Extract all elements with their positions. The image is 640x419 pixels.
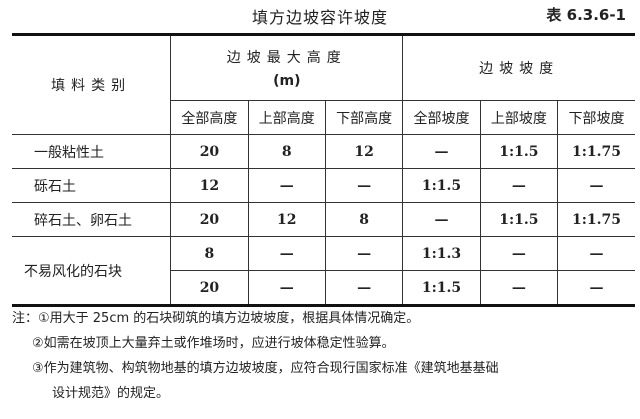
value-cell: —: [247, 236, 326, 271]
fill-slope-table: 填料类别 边坡最大高度 (m) 边坡坡度 全部高度 上部高度 下部高度 全部坡度…: [12, 33, 635, 307]
material-cell: 砾石土: [12, 168, 172, 203]
value-cell: 12: [247, 202, 326, 237]
table-number: 表 6.3.6-1: [546, 6, 626, 24]
value-cell: 8: [247, 134, 326, 169]
value-cell: —: [479, 168, 559, 203]
subheader: 全部高度: [170, 100, 249, 135]
value-cell: 1:1.75: [557, 134, 635, 169]
table-row: 20— —1:1.5— —: [12, 270, 635, 306]
table-row: 不易风化的石块 8— —1:1.3— —: [12, 236, 635, 306]
value-cell: —: [324, 168, 404, 203]
value-cell: 1:1.3: [402, 236, 481, 271]
note-3-cont: 设计规范》的规定。: [52, 386, 170, 401]
subheader: 下部高度: [324, 100, 404, 135]
value-cell: 20: [170, 134, 249, 169]
note-3: ③作为建筑物、构筑物地基的填方边坡坡度，应符合现行国家标准《建筑地基基础: [32, 361, 499, 376]
value-cell: 1:1.5: [402, 168, 481, 203]
value-cell: —: [479, 236, 559, 271]
value-cell: 12: [170, 168, 249, 203]
value-cell: —: [324, 270, 404, 306]
note-2: ②如需在坡顶上大量弃土或作堆场时，应进行坡体稳定性验算。: [32, 336, 395, 351]
table-row: 砾石土 12— —1:1.5— —: [12, 168, 635, 203]
table-title: 填方边坡容许坡度: [251, 8, 388, 27]
value-cell: 12: [324, 134, 404, 169]
value-cell: 8: [324, 202, 404, 237]
value-cell: 20: [170, 270, 249, 306]
table-row: 一般粘性土 20 8 12—1:1.5 1:1.75: [12, 134, 635, 169]
unit-label: (m): [273, 73, 301, 89]
value-cell: 1:1.5: [479, 202, 559, 237]
subheader: 上部坡度: [479, 100, 559, 135]
note-1: 注：①用大于 25cm 的石块砌筑的填方边坡坡度，根据具体情况确定。: [12, 311, 420, 326]
notes: 注：①用大于 25cm 的石块砌筑的填方边坡坡度，根据具体情况确定。 ②如需在坡…: [12, 306, 499, 406]
value-cell: —: [557, 270, 635, 306]
value-cell: —: [557, 168, 635, 203]
table-row: 碎石土、卵石土 20 12 8—1:1.5 1:1.75: [12, 202, 635, 237]
subheader: 全部坡度: [402, 100, 481, 135]
max-height-label: 边坡最大高度: [226, 50, 347, 66]
value-cell: —: [402, 134, 481, 169]
value-cell: —: [402, 202, 481, 237]
header-material: 填料类别: [12, 34, 172, 135]
material-cell: 不易风化的石块: [12, 236, 172, 306]
value-cell: —: [247, 270, 326, 306]
value-cell: 20: [170, 202, 249, 237]
value-cell: 8: [170, 236, 249, 271]
value-cell: 1:1.75: [557, 202, 635, 237]
header-max-height: 边坡最大高度 (m): [170, 34, 404, 101]
material-cell: 碎石土、卵石土: [12, 202, 172, 237]
header-slope: 边坡坡度: [402, 34, 635, 101]
subheader: 上部高度: [247, 100, 326, 135]
value-cell: —: [324, 236, 404, 271]
value-cell: 1:1.5: [479, 134, 559, 169]
material-cell: 一般粘性土: [12, 134, 172, 169]
value-cell: 1:1.5: [402, 270, 481, 306]
subheader: 下部坡度: [557, 100, 635, 135]
value-cell: —: [557, 236, 635, 271]
value-cell: —: [479, 270, 559, 306]
value-cell: —: [247, 168, 326, 203]
